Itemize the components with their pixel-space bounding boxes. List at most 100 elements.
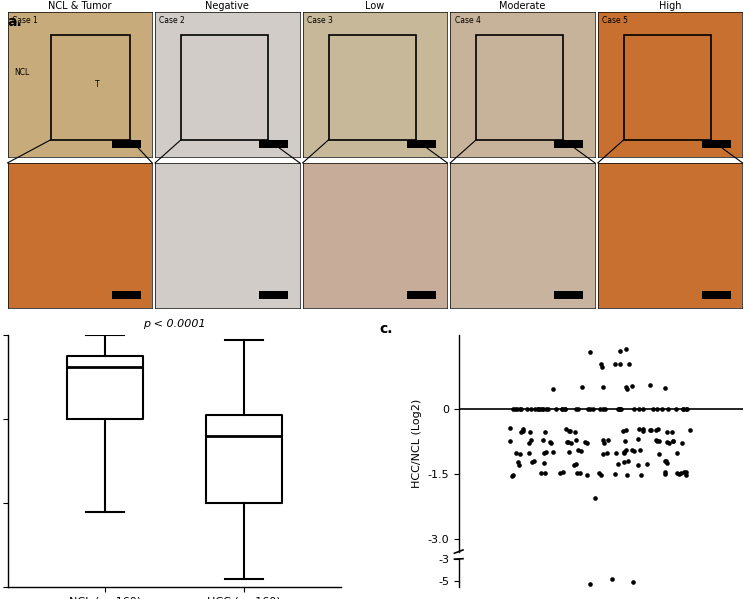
- Point: [661, 458, 673, 468]
- Point: [539, 404, 551, 414]
- Point: [614, 404, 626, 414]
- Point: [670, 404, 682, 414]
- Point: [556, 404, 568, 414]
- Point: [512, 458, 524, 467]
- Point: [627, 577, 639, 587]
- Point: [514, 404, 526, 414]
- Point: [517, 426, 529, 436]
- Point: [509, 404, 521, 414]
- Title: Low: Low: [365, 1, 385, 11]
- Title: NCL & Tumor: NCL & Tumor: [48, 1, 112, 11]
- Point: [581, 438, 593, 448]
- Point: [663, 438, 675, 448]
- Point: [560, 424, 572, 434]
- Point: [576, 382, 588, 392]
- Point: [651, 437, 663, 446]
- Point: [538, 449, 550, 458]
- Point: [651, 404, 663, 414]
- Point: [659, 468, 671, 477]
- Text: Case 3: Case 3: [307, 16, 333, 25]
- Point: [574, 468, 586, 478]
- Point: [504, 423, 516, 433]
- Point: [650, 425, 662, 435]
- Bar: [476, 35, 563, 140]
- Point: [524, 427, 536, 437]
- Point: [572, 445, 584, 455]
- Point: [620, 445, 632, 455]
- Point: [605, 574, 617, 583]
- Point: [590, 493, 602, 503]
- Point: [632, 424, 644, 434]
- Point: [514, 449, 526, 459]
- Point: [596, 435, 608, 444]
- Bar: [181, 35, 268, 140]
- Point: [665, 427, 677, 437]
- Bar: [702, 291, 731, 300]
- Point: [540, 447, 552, 457]
- Point: [536, 468, 548, 477]
- Point: [597, 449, 609, 458]
- Point: [653, 449, 665, 459]
- Title: Negative: Negative: [206, 1, 249, 11]
- Bar: [702, 140, 731, 149]
- Point: [644, 380, 656, 390]
- Text: Case 5: Case 5: [602, 16, 628, 25]
- Point: [556, 404, 568, 414]
- Point: [572, 404, 584, 414]
- Y-axis label: HCC/NCL (Log2): HCC/NCL (Log2): [412, 399, 422, 488]
- Point: [547, 447, 559, 457]
- Point: [638, 404, 650, 414]
- Point: [658, 383, 670, 393]
- Point: [584, 347, 596, 356]
- Point: [615, 404, 627, 414]
- Point: [661, 437, 673, 447]
- Point: [582, 404, 594, 414]
- Point: [574, 446, 586, 456]
- Bar: [406, 140, 436, 149]
- Text: NCL: NCL: [15, 68, 30, 77]
- Point: [595, 359, 607, 369]
- Bar: [260, 291, 288, 300]
- Point: [656, 404, 668, 414]
- Point: [563, 447, 575, 456]
- Point: [559, 404, 571, 414]
- Point: [512, 404, 524, 414]
- Text: T: T: [95, 80, 100, 89]
- Point: [532, 404, 544, 414]
- Point: [609, 469, 621, 479]
- Point: [525, 404, 537, 414]
- Point: [680, 470, 692, 480]
- Point: [563, 426, 575, 436]
- Point: [619, 437, 631, 446]
- Point: [610, 448, 622, 458]
- Point: [614, 404, 626, 414]
- Point: [562, 426, 574, 436]
- Point: [508, 470, 520, 480]
- Text: p < 0.0001: p < 0.0001: [143, 319, 206, 329]
- Point: [597, 382, 609, 392]
- Point: [526, 457, 538, 467]
- Point: [626, 382, 638, 391]
- Point: [523, 448, 535, 458]
- Point: [622, 456, 634, 466]
- Point: [506, 471, 518, 480]
- Point: [662, 404, 674, 414]
- Point: [632, 460, 644, 470]
- Point: [618, 449, 630, 458]
- Point: [514, 426, 526, 436]
- Point: [584, 404, 596, 414]
- Point: [637, 426, 649, 436]
- Point: [536, 404, 548, 414]
- Point: [595, 470, 607, 480]
- Point: [534, 404, 546, 414]
- Point: [634, 445, 646, 455]
- Point: [614, 359, 626, 368]
- Point: [609, 359, 621, 369]
- Point: [523, 438, 535, 448]
- Point: [538, 458, 550, 467]
- Point: [554, 468, 566, 477]
- Point: [520, 404, 532, 414]
- Point: [632, 435, 644, 444]
- Point: [568, 459, 580, 469]
- Bar: [112, 140, 140, 149]
